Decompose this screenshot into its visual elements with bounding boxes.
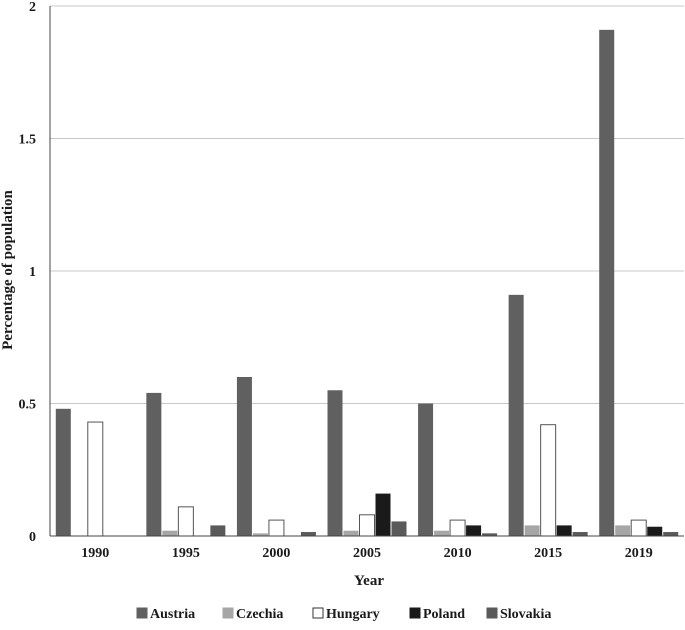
bar-poland-2010	[466, 525, 482, 536]
x-tick-label: 2000	[262, 546, 290, 561]
x-tick-label: 2019	[625, 546, 653, 561]
legend-swatch-poland	[409, 607, 421, 619]
bar-czechia-2015	[524, 525, 540, 536]
bar-austria-1990	[55, 408, 71, 536]
y-axis-title: Percentage of population	[0, 189, 16, 349]
bar-austria-2005	[327, 390, 343, 536]
bar-poland-2019	[647, 526, 663, 536]
x-tick-label: 2005	[353, 546, 381, 561]
bar-hungary-1990	[87, 421, 104, 537]
bar-hungary-2010	[449, 519, 466, 537]
legend: Austria Czechia Hungary Poland Slovakia	[136, 607, 551, 622]
bar-hungary-2000	[268, 519, 285, 537]
bar-austria-1995	[146, 392, 162, 536]
bar-slovakia-2005	[391, 521, 407, 536]
legend-swatch-austria	[136, 607, 148, 619]
x-tick-label: 2015	[534, 546, 562, 561]
x-tick-label: 1995	[172, 546, 200, 561]
x-tick-label: 1990	[81, 546, 109, 561]
y-tick-label: 1	[29, 265, 36, 280]
bar-austria-2019	[599, 29, 615, 536]
bar-poland-2005	[375, 493, 391, 536]
y-tick-label: 1.5	[19, 133, 37, 148]
bar-hungary-1995	[177, 506, 194, 537]
bar-czechia-1995	[162, 530, 178, 536]
gridlines	[50, 5, 684, 404]
legend-label-poland: Poland	[423, 607, 465, 622]
legend-label-czechia: Czechia	[236, 607, 283, 622]
bar-czechia-2010	[434, 530, 450, 536]
bar-hungary-2005	[359, 514, 375, 537]
bar-poland-2015	[556, 525, 572, 536]
bar-czechia-2000	[252, 533, 268, 536]
legend-label-hungary: Hungary	[326, 607, 380, 622]
axes: 0 0.5 1 1.5 2 1990 1995 2000 2005 2010 2015 2019	[19, 0, 684, 561]
bar-slovakia-2000	[300, 532, 316, 536]
bar-czechia-2005	[343, 530, 359, 536]
bar-hungary-2015	[540, 424, 557, 537]
bar-slovakia-2019	[663, 532, 679, 536]
legend-swatch-slovakia	[486, 607, 498, 619]
x-axis-title: Year	[354, 573, 384, 589]
y-tick-label: 0.5	[19, 398, 37, 413]
y-tick-label: 0	[29, 530, 36, 545]
bar-slovakia-2015	[572, 532, 588, 536]
bar-austria-2015	[508, 294, 524, 536]
legend-swatch-hungary	[312, 607, 324, 619]
bar-czechia-2019	[615, 525, 631, 536]
legend-swatch-czechia	[222, 607, 234, 619]
bar-hungary-2019	[630, 519, 647, 537]
bar-austria-2000	[236, 377, 252, 536]
x-tick-label: 2010	[444, 546, 472, 561]
bar-slovakia-2010	[482, 533, 498, 536]
bar-slovakia-1995	[210, 525, 226, 536]
y-tick-label: 2	[29, 0, 36, 15]
bars	[55, 29, 679, 537]
legend-label-austria: Austria	[150, 607, 195, 622]
legend-label-slovakia: Slovakia	[500, 607, 551, 622]
bar-austria-2010	[418, 403, 434, 536]
